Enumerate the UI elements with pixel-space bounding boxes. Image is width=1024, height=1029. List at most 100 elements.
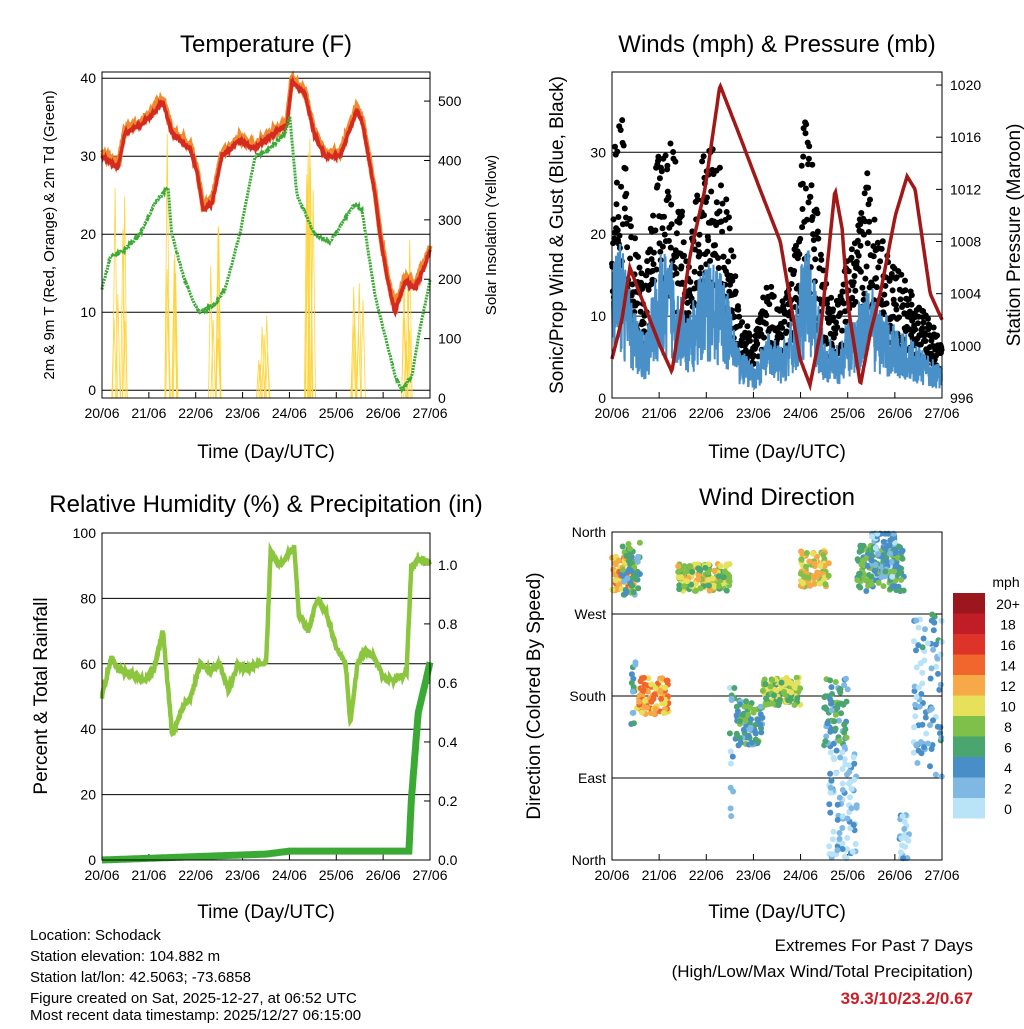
temperature-2m-line xyxy=(100,75,432,318)
gust-point xyxy=(725,258,732,265)
wind-direction-point xyxy=(937,651,944,658)
gust-point xyxy=(638,270,645,277)
wind-direction-point xyxy=(731,685,738,691)
wind-direction-point xyxy=(755,717,761,724)
gust-point xyxy=(650,212,657,219)
wind-direction-point xyxy=(837,686,844,693)
gust-point xyxy=(852,298,859,305)
x-tick-label: 24/06 xyxy=(272,867,307,883)
wind-direction-point xyxy=(825,572,832,579)
gust-point xyxy=(830,306,836,313)
gust-point xyxy=(746,332,753,339)
gust-point xyxy=(752,332,759,339)
wind-direction-point xyxy=(628,679,635,686)
wind-direction-point xyxy=(888,558,895,565)
gust-point xyxy=(881,291,888,298)
wind-direction-point xyxy=(903,834,910,841)
wind-direction-point xyxy=(854,577,861,584)
humidity-xlabel: Time (Day/UTC) xyxy=(197,902,335,923)
wind-direction-point xyxy=(839,825,846,831)
wind-direction-point xyxy=(875,579,882,586)
gust-point xyxy=(728,247,735,254)
gust-point xyxy=(796,251,803,258)
temperature-ylabel: 2m & 9m T (Red, Orange) & 2m Td (Green) xyxy=(41,90,58,379)
wind-direction-point xyxy=(915,624,922,631)
x-tick-label: 21/06 xyxy=(131,867,166,883)
wind-direction-point xyxy=(635,553,642,560)
gust-point xyxy=(820,267,827,274)
x-tick-label: 23/06 xyxy=(225,405,260,421)
winds-title: Winds (mph) & Pressure (mb) xyxy=(618,31,935,58)
gust-point xyxy=(650,261,657,268)
gust-point xyxy=(871,216,878,223)
solar-insolation-spike xyxy=(257,364,263,399)
gust-point xyxy=(701,212,707,219)
y-tick-label: East xyxy=(578,770,606,786)
gust-point xyxy=(637,308,644,315)
wind-direction-point xyxy=(662,684,669,691)
wind-direction-point xyxy=(922,626,928,633)
wind-direction-point xyxy=(757,703,764,710)
wind-direction-point xyxy=(678,574,684,581)
wind-direction-point xyxy=(928,665,935,672)
gust-point xyxy=(839,327,846,334)
gust-point xyxy=(761,334,767,341)
gust-point xyxy=(729,277,736,284)
wind-direction-point xyxy=(785,678,792,685)
wind-direction-point xyxy=(651,710,657,717)
wind-direction-point xyxy=(630,720,637,727)
wind-direction-point xyxy=(681,583,688,590)
gust-point xyxy=(874,239,881,246)
wind-direction-point xyxy=(882,568,889,575)
wind-direction-point xyxy=(737,717,743,724)
gust-point xyxy=(914,320,921,327)
y-tick-label: 80 xyxy=(80,590,96,606)
wind-direction-point xyxy=(629,688,636,695)
gust-point xyxy=(732,273,739,280)
wind-direction-point xyxy=(794,695,801,702)
wind-direction-point xyxy=(817,563,824,569)
wind-direction-point xyxy=(641,704,648,711)
wind-direction-point xyxy=(641,674,647,681)
gust-point xyxy=(830,314,837,321)
wind-direction-point xyxy=(717,563,724,569)
wind-direction-point xyxy=(839,780,846,787)
wind-direction-point xyxy=(924,640,931,647)
wind-direction-point xyxy=(851,776,858,783)
wind-direction-point xyxy=(741,703,748,710)
wind-direction-point xyxy=(806,558,813,565)
wind-direction-point xyxy=(911,724,918,731)
right-y-tick-label: 0.4 xyxy=(438,734,458,750)
footer-recent: Most recent data timestamp: 2025/12/27 0… xyxy=(30,1007,361,1024)
gust-point xyxy=(878,245,885,252)
gust-point xyxy=(902,287,909,294)
gust-point xyxy=(726,225,733,232)
gust-point xyxy=(616,232,623,239)
gust-point xyxy=(908,301,915,308)
gust-point xyxy=(665,193,672,200)
gust-point xyxy=(672,158,679,165)
x-tick-label: 22/06 xyxy=(689,405,724,421)
gust-point xyxy=(686,287,693,294)
solar-insolation-spike xyxy=(264,352,271,399)
right-y-tick-label: 1.0 xyxy=(438,557,458,573)
wind-direction-point xyxy=(897,849,904,856)
wind-direction-point xyxy=(826,801,833,808)
gust-point xyxy=(845,268,852,275)
gust-point xyxy=(659,225,666,232)
wind-direction-point xyxy=(759,687,766,694)
gust-point xyxy=(805,199,812,206)
wind-direction-point xyxy=(826,843,833,850)
solar-insolation-spike xyxy=(172,273,179,399)
plot-frame xyxy=(101,71,431,399)
wind-direction-title: Wind Direction xyxy=(699,484,855,511)
gust-point xyxy=(902,277,908,284)
gust-point xyxy=(620,142,627,149)
right-y-tick-label: 100 xyxy=(438,331,462,347)
wind-direction-point xyxy=(684,578,690,585)
wind-direction-point xyxy=(828,684,835,691)
wind-direction-point xyxy=(791,702,798,708)
wind-direction-point xyxy=(829,851,836,858)
solar-insolation-spike xyxy=(350,287,357,399)
wind-direction-point xyxy=(917,660,924,667)
